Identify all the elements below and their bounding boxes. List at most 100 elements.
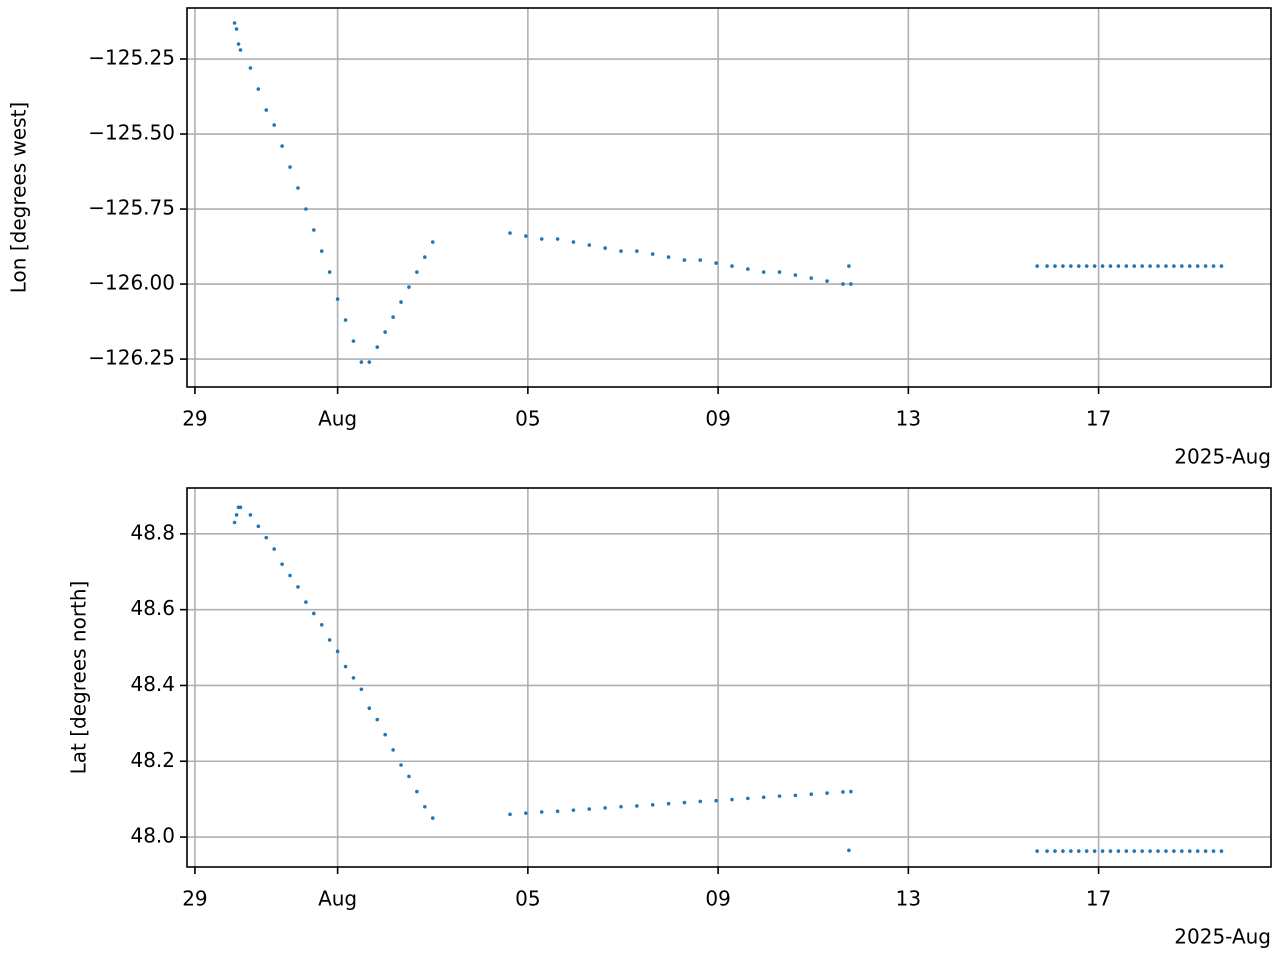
point <box>391 748 395 752</box>
y-tick-label: −126.25 <box>88 346 175 370</box>
point <box>571 240 576 244</box>
point <box>319 249 324 253</box>
point <box>746 796 750 801</box>
x-offset-label: 2025-Aug <box>1174 925 1271 949</box>
point <box>1076 849 1081 853</box>
point <box>761 795 766 800</box>
point <box>1172 264 1176 268</box>
y-axis-label: Lat [degrees north] <box>67 581 91 775</box>
y-tick-label: −126.00 <box>88 271 175 295</box>
point <box>603 806 607 810</box>
point <box>650 803 655 807</box>
point <box>746 267 750 271</box>
point <box>238 48 243 52</box>
y-tick-label: −125.50 <box>88 121 175 145</box>
point <box>730 264 734 268</box>
point <box>1219 849 1224 853</box>
point <box>777 794 782 798</box>
point <box>1084 264 1089 268</box>
point <box>375 717 380 722</box>
point <box>1156 849 1160 853</box>
point <box>1203 849 1208 853</box>
point <box>236 42 241 46</box>
point <box>666 801 671 806</box>
point <box>793 273 798 277</box>
point <box>399 300 403 304</box>
x-tick-label: 09 <box>705 407 730 431</box>
y-tick-label: −125.75 <box>88 196 175 220</box>
x-offset-label: 2025-Aug <box>1174 445 1271 469</box>
point <box>650 252 655 256</box>
y-tick-label: 48.2 <box>130 748 175 772</box>
point <box>603 246 607 250</box>
point <box>841 790 845 794</box>
point <box>1164 849 1168 853</box>
y-tick-label: 48.0 <box>130 824 175 848</box>
point <box>1132 264 1137 268</box>
point <box>555 809 560 814</box>
point <box>619 249 623 253</box>
point <box>1053 264 1057 268</box>
point <box>698 258 703 262</box>
point <box>423 804 427 809</box>
point <box>359 687 364 692</box>
x-tick-label: 29 <box>182 887 207 911</box>
y-tick-label: 48.8 <box>130 520 175 544</box>
point <box>1164 264 1168 268</box>
point <box>1219 264 1224 268</box>
point <box>1053 849 1057 853</box>
point <box>714 798 718 803</box>
x-tick-label: 17 <box>1086 407 1111 431</box>
point <box>825 791 829 795</box>
point <box>304 600 308 604</box>
point <box>555 237 560 241</box>
point <box>1069 849 1073 853</box>
point <box>1195 264 1200 268</box>
point <box>1116 849 1121 853</box>
y-axis-label: Lon [degrees west] <box>7 102 31 293</box>
x-tick-label: 13 <box>896 887 921 911</box>
point <box>264 535 269 540</box>
point <box>1148 264 1152 268</box>
point <box>1116 264 1121 268</box>
point <box>847 264 851 268</box>
point <box>1092 849 1097 853</box>
point <box>849 282 853 286</box>
point <box>399 763 403 767</box>
point <box>1061 849 1065 853</box>
y-tick-label: 48.4 <box>130 672 175 696</box>
point <box>587 807 592 811</box>
x-tick-label: Aug <box>318 887 357 911</box>
point <box>415 789 419 794</box>
point <box>383 330 387 334</box>
axes-frame <box>186 7 1272 388</box>
point <box>343 664 348 669</box>
point <box>539 810 544 814</box>
point <box>1045 264 1049 268</box>
point <box>666 255 671 259</box>
point <box>508 812 512 817</box>
point <box>1084 849 1089 853</box>
point <box>1132 849 1137 853</box>
point <box>1156 264 1160 268</box>
point <box>635 249 639 253</box>
point <box>793 793 798 798</box>
point <box>312 228 316 232</box>
point <box>430 816 435 820</box>
point <box>367 360 372 364</box>
point <box>1124 849 1129 853</box>
point <box>335 649 340 654</box>
point <box>256 524 261 529</box>
point <box>351 676 356 680</box>
x-tick-label: 05 <box>515 887 540 911</box>
point <box>1203 264 1208 268</box>
point <box>809 276 814 280</box>
point <box>1108 264 1113 268</box>
point <box>343 318 348 322</box>
point <box>1195 849 1200 853</box>
y-tick-label: 48.6 <box>130 596 175 620</box>
point <box>635 804 639 808</box>
x-tick-label: 17 <box>1086 887 1111 911</box>
x-tick-label: Aug <box>318 407 357 431</box>
